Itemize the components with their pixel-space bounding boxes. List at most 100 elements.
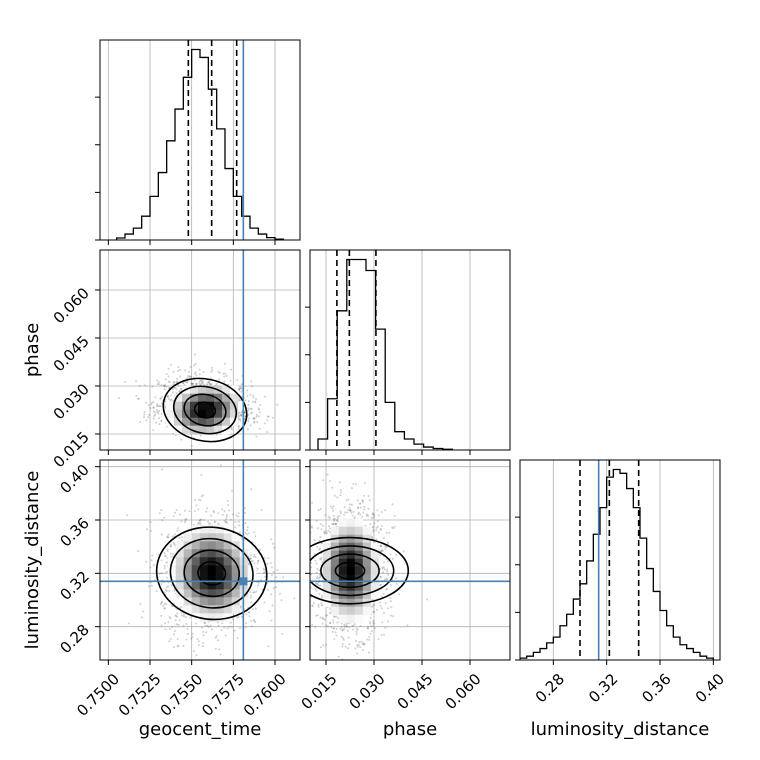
density-cell [166,409,175,419]
sample-point [332,619,335,622]
sample-point [341,629,344,632]
sample-point [178,619,181,622]
sample-point [339,489,342,491]
sample-point [336,515,339,518]
sample-point [219,464,222,467]
sample-point [235,514,238,517]
sample-point [356,507,359,510]
sample-point [390,614,393,617]
sample-point [126,514,129,517]
sample-point [201,644,204,647]
sample-point [307,556,309,558]
sample-point [166,576,169,579]
sample-point [164,378,167,381]
sample-point [156,409,159,412]
sample-point [263,568,266,571]
sample-point [154,396,157,399]
sample-point [230,368,233,371]
x-tick-label: 0.7550 [157,670,207,720]
sample-point [315,614,318,617]
sample-point [244,626,247,629]
panel-frame [99,39,301,241]
sample-point [161,468,164,471]
sample-point [343,628,346,631]
sample-point [329,622,332,625]
sample-point [267,415,269,418]
sample-point [333,638,336,641]
sample-point [345,499,348,502]
sample-point [188,510,191,513]
sample-point [255,415,258,418]
sample-point [199,522,202,525]
sample-point [318,577,320,579]
sample-point [343,675,345,677]
sample-point [238,411,241,414]
density-cell [231,565,241,574]
x-tick-label: 0.28 [532,670,568,706]
sample-point [249,594,252,597]
sample-point [171,605,173,608]
sample-point [246,395,249,398]
sample-point [172,515,175,518]
sample-point [326,625,329,628]
sample-point [178,390,181,393]
density-cell [346,566,356,576]
sample-point [385,578,388,581]
sample-point [176,637,179,640]
density-cell [175,557,185,566]
sample-point [313,539,316,542]
density-cell [167,565,177,574]
sample-point [315,571,318,574]
sample-point [182,613,185,616]
sample-point [213,511,216,514]
sample-point [193,510,196,512]
sample-point [379,544,382,547]
sample-point [150,401,153,404]
sample-point [171,388,174,391]
density-cell [199,541,209,550]
density-cell [354,558,364,568]
sample-point [147,416,150,419]
panel-frame [309,249,511,451]
sample-point [349,509,352,512]
sample-point [253,420,256,423]
sample-point [236,378,239,381]
sample-point [239,627,242,630]
sample-point [346,511,349,514]
sample-point [366,638,369,641]
sample-point [321,594,323,597]
sample-point [254,607,257,610]
sample-point [237,520,240,523]
sample-point [353,516,356,519]
sample-point [310,525,313,528]
sample-point [350,677,352,679]
sample-point [266,588,269,591]
sample-point [208,380,210,383]
sample-point [244,399,247,402]
sample-point [350,487,353,490]
density-cell [199,605,209,614]
density-cell [231,573,241,582]
sample-point [323,532,326,535]
sample-point [221,513,224,516]
sample-point [382,561,385,564]
y-axis-label-phase: phase [22,323,43,377]
sample-point [172,633,175,636]
sample-point [249,424,252,427]
sample-point [268,610,271,613]
density-cell [338,614,348,624]
sample-point [152,406,155,409]
panel-frame [99,459,301,661]
sample-point [177,369,179,372]
sample-point [167,387,170,390]
sample-point [173,630,176,633]
sample-point [230,428,233,431]
density-cell [207,589,217,598]
sample-point [166,395,169,398]
sample-point [160,572,163,574]
panel-geocent_time-geocent_time [95,39,301,245]
sample-point [332,523,335,525]
sample-point [368,499,371,502]
sample-point [356,643,359,646]
sample-point [203,383,205,386]
